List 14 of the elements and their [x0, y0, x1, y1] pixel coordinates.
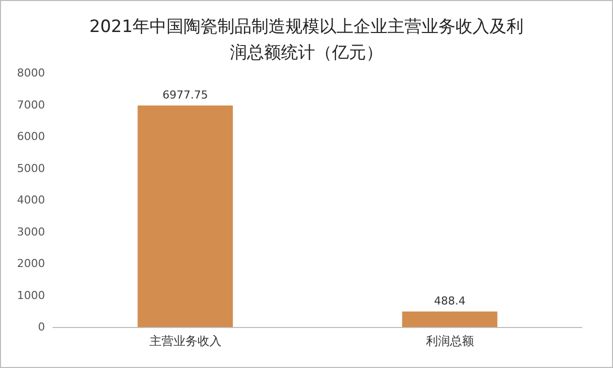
y-tick-label: 7000: [17, 98, 45, 112]
y-tick-label: 0: [38, 320, 45, 334]
y-tick-label: 5000: [17, 162, 45, 175]
chart-title: 2021年中国陶瓷制品制造规模以上企业主营业务收入及利润总额统计（亿元）: [89, 17, 524, 63]
y-tick-label: 6000: [17, 130, 45, 143]
data-label: 488.4: [434, 294, 466, 308]
y-tick-label: 2000: [17, 257, 45, 270]
x-tick-label: 主营业务收入: [149, 334, 222, 348]
data-label: 6977.75: [162, 88, 208, 102]
x-tick-label: 利润总额: [426, 334, 474, 348]
y-tick-label: 4000: [17, 194, 45, 206]
y-tick-label: 1000: [17, 288, 45, 302]
y-tick-label: 3000: [17, 225, 45, 238]
y-tick-label: 8000: [17, 66, 45, 80]
